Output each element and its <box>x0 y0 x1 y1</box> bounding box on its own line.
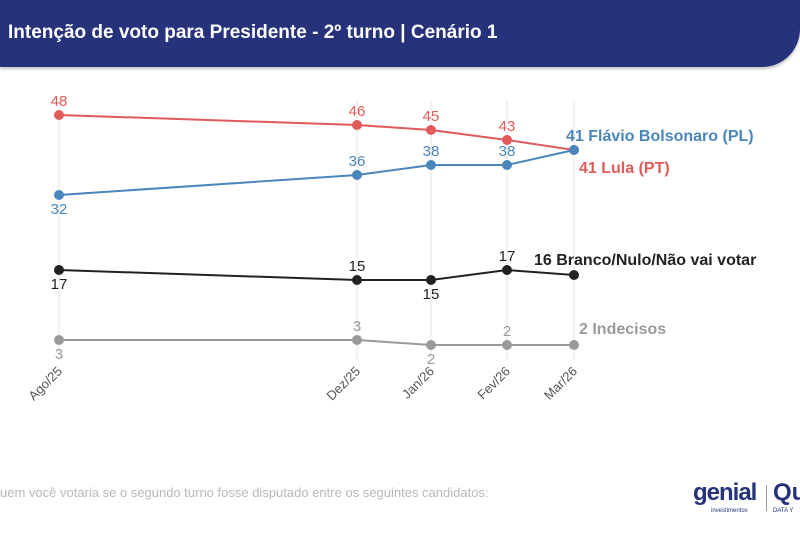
data-label: 15 <box>423 286 440 303</box>
data-label: 38 <box>499 143 516 160</box>
series-end-label: 41 Lula (PT) <box>579 160 670 177</box>
data-label: 45 <box>423 108 440 125</box>
series-line <box>58 114 575 151</box>
x-tick-label: Dez/25 <box>323 364 363 404</box>
data-label: 17 <box>499 248 516 265</box>
data-point <box>352 275 362 285</box>
series-line <box>58 268 575 281</box>
data-point <box>569 340 579 350</box>
sponsor-logos: genial investimentos Qu DATA Y <box>693 481 800 521</box>
data-point <box>54 335 64 345</box>
logo-divider <box>766 485 767 511</box>
data-point <box>426 160 436 170</box>
quaest-logo-sub: DATA Y <box>773 508 794 514</box>
data-point <box>54 190 64 200</box>
quaest-logo: Qu <box>773 479 800 506</box>
x-tick-label: Mar/26 <box>541 364 580 403</box>
header-bar: Intenção de voto para Presidente - 2º tu… <box>0 0 800 67</box>
data-point <box>54 265 64 275</box>
data-label: 17 <box>51 276 68 293</box>
data-label: 32 <box>51 201 68 218</box>
data-point <box>426 275 436 285</box>
x-tick-label: Jan/26 <box>399 364 437 402</box>
series-line <box>58 149 575 196</box>
data-label: 46 <box>349 103 366 120</box>
series-end-label: 16 Branco/Nulo/Não vai votar <box>534 252 756 269</box>
data-label: 2 <box>503 323 511 340</box>
data-label: 48 <box>51 93 68 110</box>
data-point <box>54 110 64 120</box>
data-point <box>569 145 579 155</box>
data-label: 3 <box>353 318 361 335</box>
series-end-label: 2 Indecisos <box>579 321 666 338</box>
data-label: 43 <box>499 118 516 135</box>
data-point <box>502 160 512 170</box>
data-point <box>352 170 362 180</box>
data-point <box>426 340 436 350</box>
series-end-label: 41 Flávio Bolsonaro (PL) <box>566 128 754 145</box>
data-point <box>502 265 512 275</box>
data-label: 15 <box>349 258 366 275</box>
data-point <box>502 135 512 145</box>
data-label: 2 <box>427 351 435 368</box>
line-chart: Ago/25 Dez/25 Jan/26 Fev/26 Mar/26 48 46 45 43 41… <box>25 93 756 404</box>
data-point <box>569 270 579 280</box>
data-label: 3 <box>55 346 63 363</box>
survey-question: uem você votaria se o segundo turno foss… <box>0 485 489 500</box>
data-point <box>502 340 512 350</box>
x-tick-label: Fev/26 <box>474 364 513 403</box>
data-point <box>352 120 362 130</box>
genial-logo: genial <box>693 479 757 506</box>
x-tick-label: Ago/25 <box>25 364 65 404</box>
data-point <box>352 335 362 345</box>
data-label: 36 <box>349 153 366 170</box>
page-title: Intenção de voto para Presidente - 2º tu… <box>8 22 498 43</box>
data-label: 38 <box>423 143 440 160</box>
series-line <box>59 339 574 346</box>
genial-logo-sub: investimentos <box>711 508 748 514</box>
data-point <box>426 125 436 135</box>
